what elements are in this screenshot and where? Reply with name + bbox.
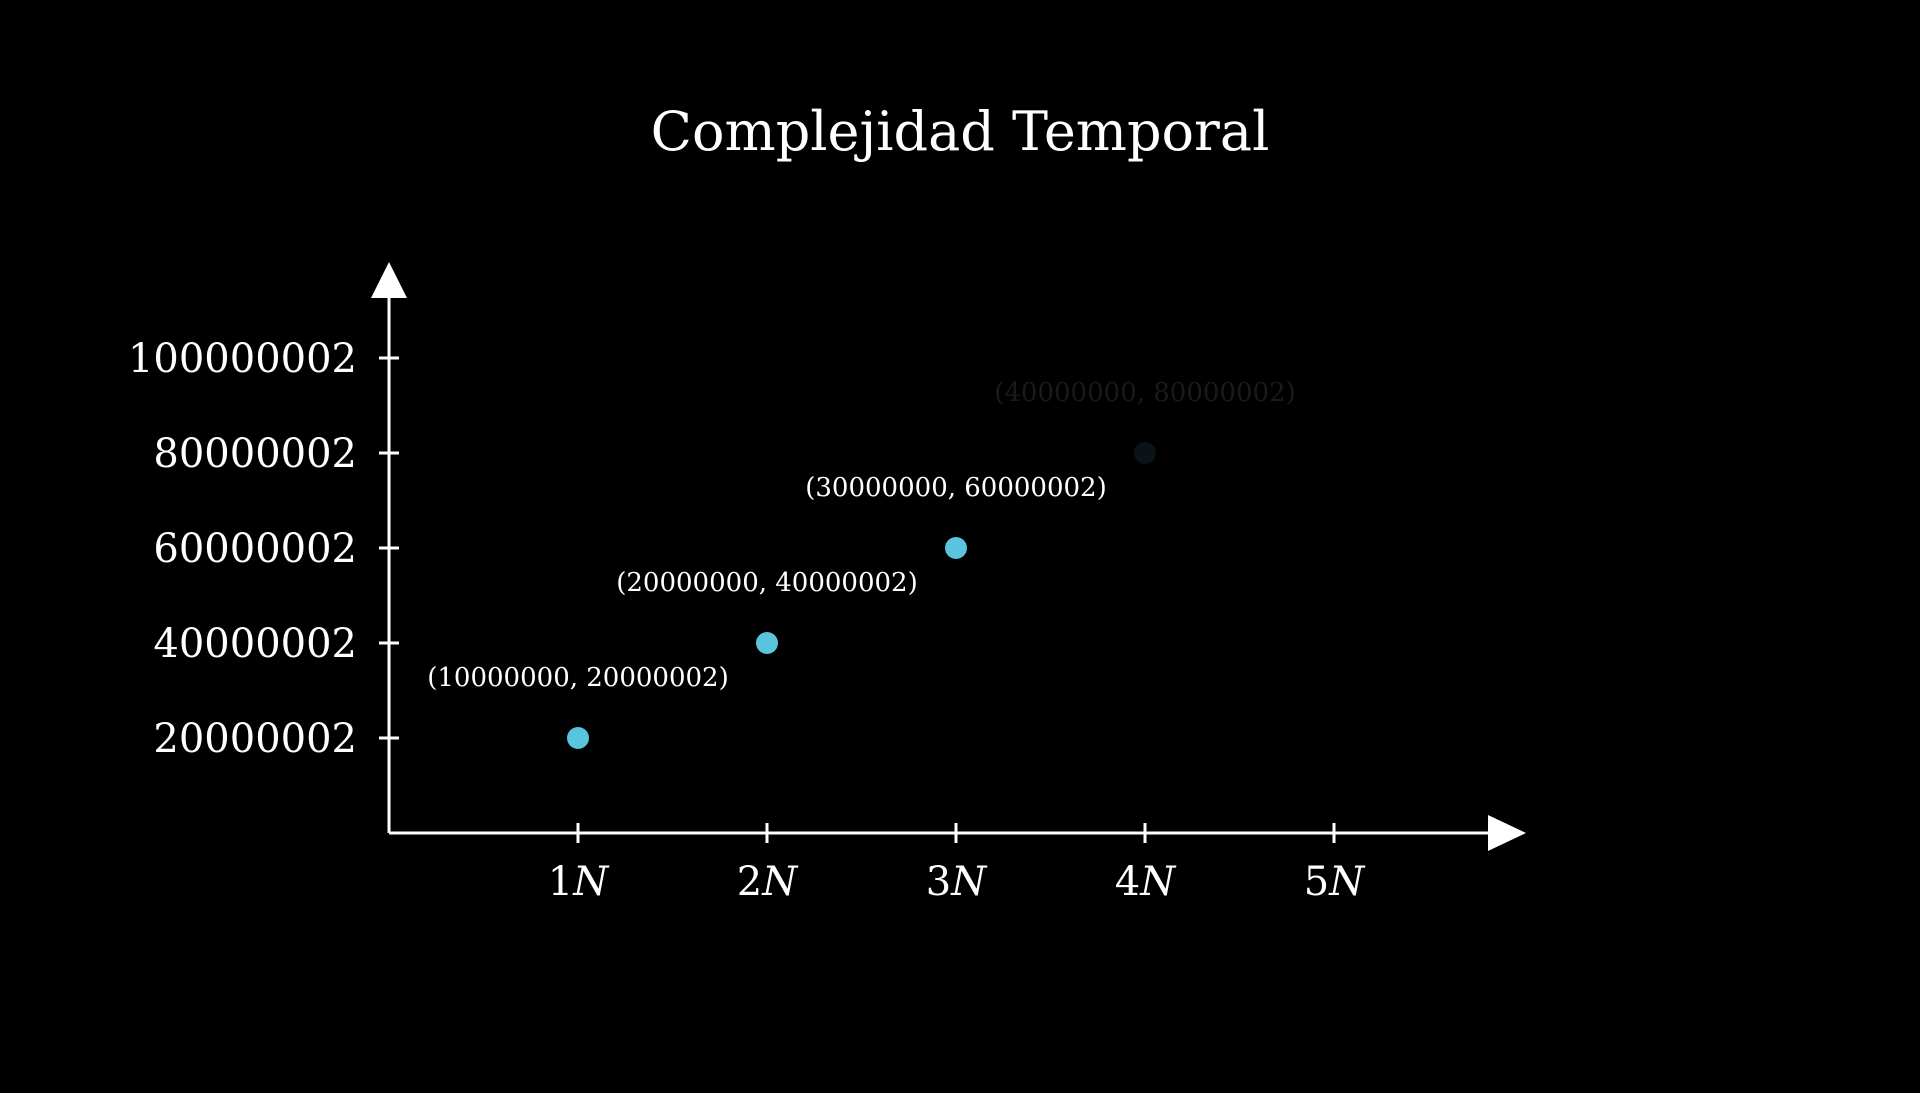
data-point bbox=[945, 537, 967, 559]
data-point-label: (30000000, 60000002) bbox=[805, 473, 1107, 503]
axes bbox=[371, 262, 1526, 851]
x-tick-label: 4N bbox=[1115, 859, 1177, 905]
data-point bbox=[567, 727, 589, 749]
data-point-label: (40000000, 80000002) bbox=[994, 378, 1296, 408]
x-axis-ticks: 1N 2N 3N 4N 5N bbox=[548, 823, 1366, 905]
y-tick-label: 80000002 bbox=[153, 431, 357, 477]
y-tick-label: 60000002 bbox=[153, 526, 357, 572]
y-axis-ticks: 20000002 40000002 60000002 80000002 10000000… bbox=[128, 336, 399, 762]
x-tick-label: 5N bbox=[1304, 859, 1366, 905]
y-tick-label: 40000002 bbox=[153, 621, 357, 667]
chart-title: Complejidad Temporal bbox=[651, 100, 1270, 163]
x-tick-label: 2N bbox=[737, 859, 799, 905]
x-tick-label: 1N bbox=[548, 859, 610, 905]
x-axis-arrow bbox=[1488, 815, 1526, 851]
data-point bbox=[1134, 442, 1156, 464]
y-tick-label: 20000002 bbox=[153, 716, 357, 762]
y-axis-arrow bbox=[371, 262, 407, 298]
y-tick-label: 100000002 bbox=[128, 336, 357, 382]
data-point-label: (10000000, 20000002) bbox=[427, 663, 729, 693]
data-point bbox=[756, 632, 778, 654]
data-points: (10000000, 20000002) (20000000, 40000002)… bbox=[427, 378, 1296, 749]
data-point-label: (20000000, 40000002) bbox=[616, 568, 918, 598]
x-tick-label: 3N bbox=[926, 859, 988, 905]
